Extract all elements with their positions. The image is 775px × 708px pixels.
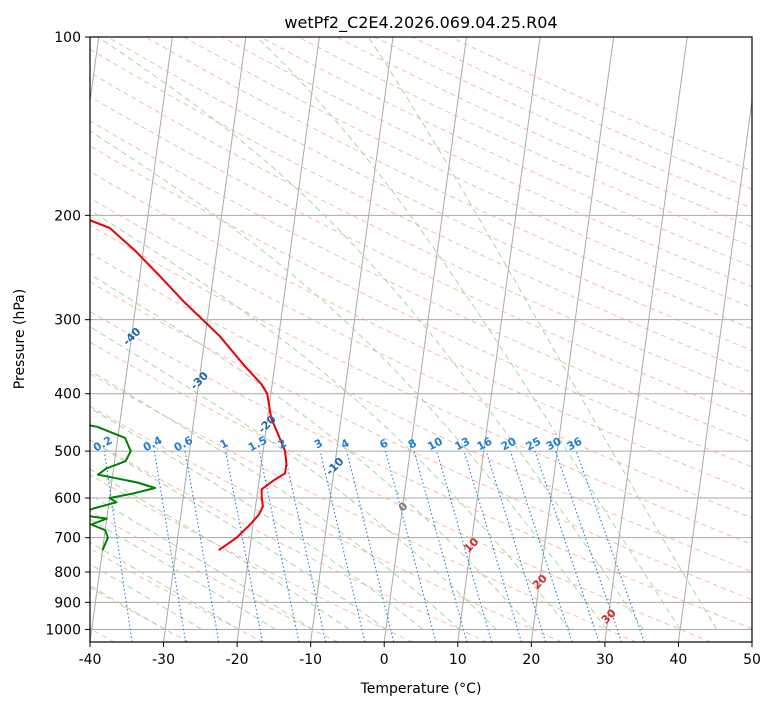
mixing-ratio-line [103, 451, 133, 642]
x-tick-label: -10 [299, 652, 322, 668]
dry-adiabat [90, 197, 752, 519]
x-axis-title: Temperature (°C) [360, 681, 482, 697]
x-tick-label: 20 [522, 652, 540, 668]
mixing-ratio-label: 13 [453, 435, 473, 454]
dry-adiabat [183, 37, 752, 309]
mixing-ratio-line [485, 450, 547, 642]
moist-adiabat [90, 407, 423, 630]
dry-adiabat [90, 439, 488, 642]
y-tick-label: 700 [54, 531, 81, 547]
moist-adiabat [90, 209, 571, 630]
x-tick-label: 30 [596, 652, 614, 668]
y-tick-label: 500 [54, 444, 81, 460]
isotherm-line [383, 37, 468, 642]
isotherm-line [236, 37, 320, 642]
mixing-ratio-line [283, 450, 327, 642]
mixing-ratio-line [509, 450, 573, 642]
temperature-profile-line [90, 219, 288, 552]
moist-adiabat [90, 468, 350, 630]
x-tick-label: 50 [743, 652, 761, 668]
moist-adiabat [367, 37, 718, 630]
mixing-ratio-line [463, 450, 522, 642]
moist-adiabat [90, 563, 203, 630]
mixing-ratio-line [554, 450, 623, 642]
y-axis: 100 200 300 400 500 600 700 800 900 1000 [45, 30, 90, 638]
moist-adiabat [90, 326, 497, 630]
dry-adiabat [90, 48, 752, 374]
plot-frame [89, 36, 753, 643]
moist-adiabat [90, 439, 387, 630]
x-tick-label: 10 [449, 652, 467, 668]
y-tick-label: 900 [54, 595, 81, 611]
x-tick-label: -40 [79, 652, 102, 668]
y-tick-label: 800 [54, 565, 81, 581]
isotherm-line [90, 37, 173, 642]
dry-adiabat [90, 224, 752, 545]
plot-area [90, 37, 752, 642]
isotherm-line [457, 37, 541, 642]
mixing-ratio-label: 10 [425, 435, 445, 454]
dry-adiabat [90, 145, 752, 468]
mixing-ratio-line [534, 450, 600, 642]
x-tick-label: -20 [226, 652, 249, 668]
mixing-ratio-line [225, 450, 264, 642]
dry-adiabat [90, 548, 264, 642]
y-tick-label: 100 [54, 30, 81, 46]
moist-adiabat [97, 37, 644, 630]
dewpoint-profile-line [90, 424, 157, 551]
dry-adiabat [107, 37, 752, 352]
y-tick-label: 200 [54, 208, 81, 224]
mixing-ratio-label: 30 [544, 434, 564, 453]
mixing-ratio-line [184, 451, 220, 642]
isotherm-line [677, 97, 752, 642]
mixing-ratio-line [346, 450, 395, 642]
isotherm-line [530, 37, 615, 642]
moist-adiabat [90, 130, 607, 630]
y-tick-label: 1000 [45, 622, 81, 638]
mixing-ratio-line [153, 451, 187, 642]
y-tick-label: 400 [54, 387, 81, 403]
x-tick-label: 40 [670, 652, 688, 668]
mixing-ratio-line [575, 450, 645, 642]
dry-adiabat [90, 252, 752, 573]
moist-adiabat [90, 369, 460, 630]
x-tick-label: 0 [380, 652, 389, 668]
mixing-ratio-label: 25 [524, 435, 544, 454]
mixing-ratio-line [413, 450, 468, 642]
dry-adiabat [90, 510, 339, 642]
mixing-ratio-line [436, 450, 493, 642]
dry-adiabat [90, 95, 752, 420]
mixing-ratio-label: 36 [565, 435, 585, 454]
moist-adiabat [256, 37, 681, 630]
mixing-ratio-label: 20 [499, 435, 519, 454]
dry-adiabat [90, 373, 637, 642]
mixing-ratio-label: 16 [475, 435, 495, 454]
dry-adiabat [90, 341, 711, 642]
y-axis-title: Pressure (hPa) [12, 289, 28, 389]
mixing-ratio-line [385, 450, 437, 642]
y-tick-label: 300 [54, 313, 81, 329]
y-tick-label: 600 [54, 491, 81, 507]
dry-adiabat [90, 405, 562, 642]
mixing-ratio-line [319, 450, 366, 642]
moist-adiabat [90, 518, 276, 630]
moist-adiabat [90, 541, 240, 630]
isotherm-line [163, 37, 247, 642]
moist-adiabat [90, 494, 313, 630]
dry-adiabat [90, 310, 752, 630]
x-tick-label: -30 [152, 652, 175, 668]
x-axis: -40 -30 -20 -10 0 10 20 30 40 50 [79, 642, 761, 668]
mixing-ratio-line [258, 450, 300, 642]
isotherm-label: 40 [668, 638, 688, 658]
chart-title: wetPf2_C2E4.2026.069.04.25.R04 [284, 13, 557, 33]
